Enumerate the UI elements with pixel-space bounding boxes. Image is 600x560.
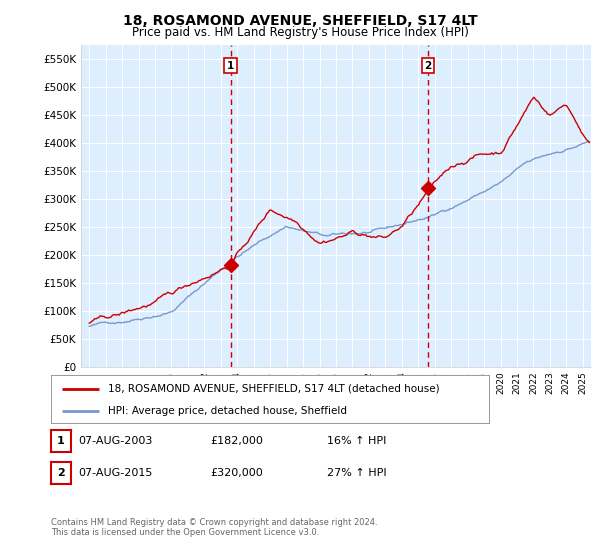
Text: 07-AUG-2003: 07-AUG-2003 <box>78 436 152 446</box>
Text: 18, ROSAMOND AVENUE, SHEFFIELD, S17 4LT (detached house): 18, ROSAMOND AVENUE, SHEFFIELD, S17 4LT … <box>108 384 440 394</box>
Text: 1: 1 <box>57 436 65 446</box>
Text: 18, ROSAMOND AVENUE, SHEFFIELD, S17 4LT: 18, ROSAMOND AVENUE, SHEFFIELD, S17 4LT <box>122 14 478 28</box>
Text: 16% ↑ HPI: 16% ↑ HPI <box>327 436 386 446</box>
Text: 07-AUG-2015: 07-AUG-2015 <box>78 468 152 478</box>
Text: HPI: Average price, detached house, Sheffield: HPI: Average price, detached house, Shef… <box>108 406 347 416</box>
Text: 2: 2 <box>425 60 432 71</box>
Text: £182,000: £182,000 <box>210 436 263 446</box>
Text: Contains HM Land Registry data © Crown copyright and database right 2024.
This d: Contains HM Land Registry data © Crown c… <box>51 518 377 538</box>
Text: 27% ↑ HPI: 27% ↑ HPI <box>327 468 386 478</box>
Text: 1: 1 <box>227 60 235 71</box>
Text: £320,000: £320,000 <box>210 468 263 478</box>
Text: Price paid vs. HM Land Registry's House Price Index (HPI): Price paid vs. HM Land Registry's House … <box>131 26 469 39</box>
Text: 2: 2 <box>57 468 65 478</box>
